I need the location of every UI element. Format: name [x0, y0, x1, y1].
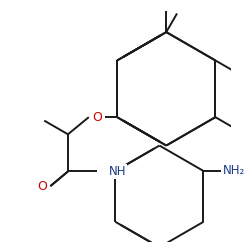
Text: NH₂: NH₂ [223, 164, 245, 177]
Text: O: O [93, 111, 103, 124]
Text: NH: NH [109, 165, 126, 178]
Text: O: O [38, 180, 47, 193]
